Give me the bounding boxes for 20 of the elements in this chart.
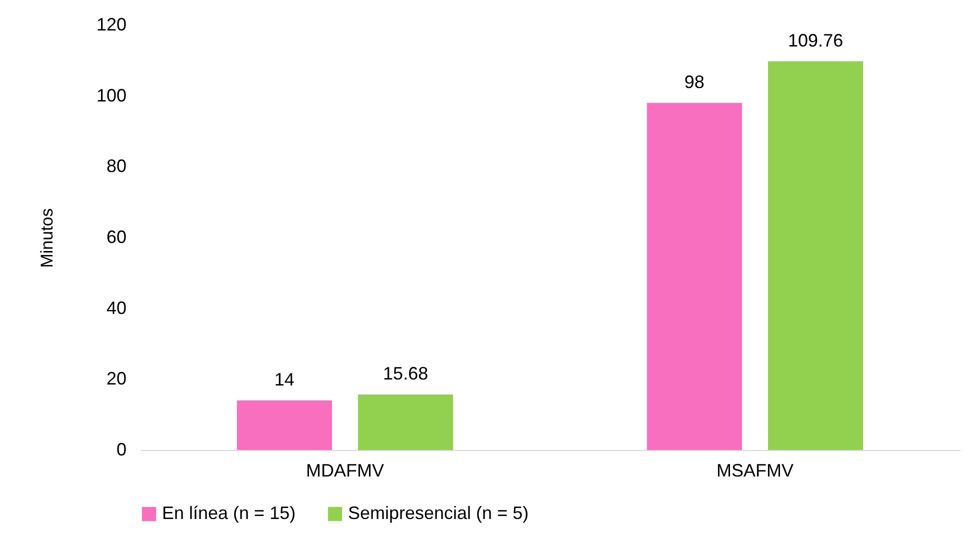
data-label: 15.68 — [383, 363, 428, 384]
bar — [236, 400, 332, 450]
legend-label: Semipresencial (n = 5) — [348, 503, 529, 523]
legend-label: En línea (n = 15) — [162, 503, 296, 523]
y-tick-label: 40 — [106, 298, 126, 318]
bar — [358, 394, 454, 450]
x-tick-label: MDAFMV — [306, 460, 384, 480]
bar — [646, 102, 742, 450]
bar — [768, 61, 864, 450]
y-tick-label: 60 — [106, 227, 126, 247]
y-tick-label: 100 — [96, 85, 126, 106]
y-tick-label: 20 — [106, 368, 126, 389]
data-label: 109.76 — [788, 30, 844, 50]
y-tick-label: 80 — [106, 156, 126, 176]
y-tick-label: 120 — [96, 14, 126, 34]
y-tick-label: 0 — [116, 440, 126, 460]
y-axis-title: Minutos — [37, 208, 56, 268]
data-label: 98 — [684, 72, 704, 92]
data-label: 14 — [274, 369, 294, 390]
x-tick-label: MSAFMV — [716, 460, 794, 480]
